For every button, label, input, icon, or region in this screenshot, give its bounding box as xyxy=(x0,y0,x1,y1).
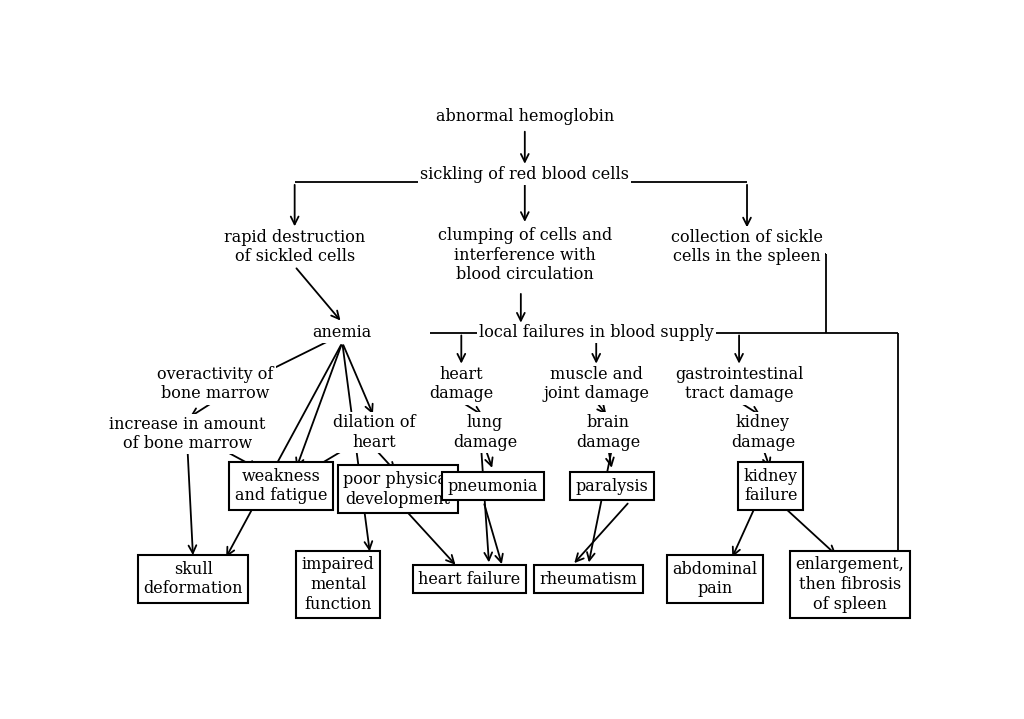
Text: brain
damage: brain damage xyxy=(577,414,640,451)
Text: local failures in blood supply: local failures in blood supply xyxy=(479,324,714,341)
Text: paralysis: paralysis xyxy=(575,477,648,495)
Text: overactivity of
bone marrow: overactivity of bone marrow xyxy=(157,366,273,403)
Text: collection of sickle
cells in the spleen: collection of sickle cells in the spleen xyxy=(671,229,823,265)
Text: poor physical
development: poor physical development xyxy=(343,471,453,508)
Text: heart failure: heart failure xyxy=(418,570,520,587)
Text: sickling of red blood cells: sickling of red blood cells xyxy=(420,166,630,183)
Text: kidney
failure: kidney failure xyxy=(743,467,798,504)
Text: anemia: anemia xyxy=(312,324,372,341)
Text: kidney
damage: kidney damage xyxy=(731,414,795,451)
Text: abdominal
pain: abdominal pain xyxy=(673,561,758,597)
Text: lung
damage: lung damage xyxy=(453,414,517,451)
Text: increase in amount
of bone marrow: increase in amount of bone marrow xyxy=(110,416,265,452)
Text: rheumatism: rheumatism xyxy=(540,570,637,587)
Text: weakness
and fatigue: weakness and fatigue xyxy=(234,467,328,504)
Text: enlargement,
then fibrosis
of spleen: enlargement, then fibrosis of spleen xyxy=(796,557,904,613)
Text: muscle and
joint damage: muscle and joint damage xyxy=(543,366,649,403)
Text: heart
damage: heart damage xyxy=(429,366,494,403)
Text: rapid destruction
of sickled cells: rapid destruction of sickled cells xyxy=(224,229,366,265)
Text: abnormal hemoglobin: abnormal hemoglobin xyxy=(435,109,614,125)
Text: dilation of
heart: dilation of heart xyxy=(333,414,416,451)
Text: skull
deformation: skull deformation xyxy=(143,561,243,597)
Text: impaired
mental
function: impaired mental function xyxy=(302,557,375,613)
Text: clumping of cells and
interference with
blood circulation: clumping of cells and interference with … xyxy=(437,227,612,283)
Text: gastrointestinal
tract damage: gastrointestinal tract damage xyxy=(675,366,803,403)
Text: pneumonia: pneumonia xyxy=(447,477,539,495)
